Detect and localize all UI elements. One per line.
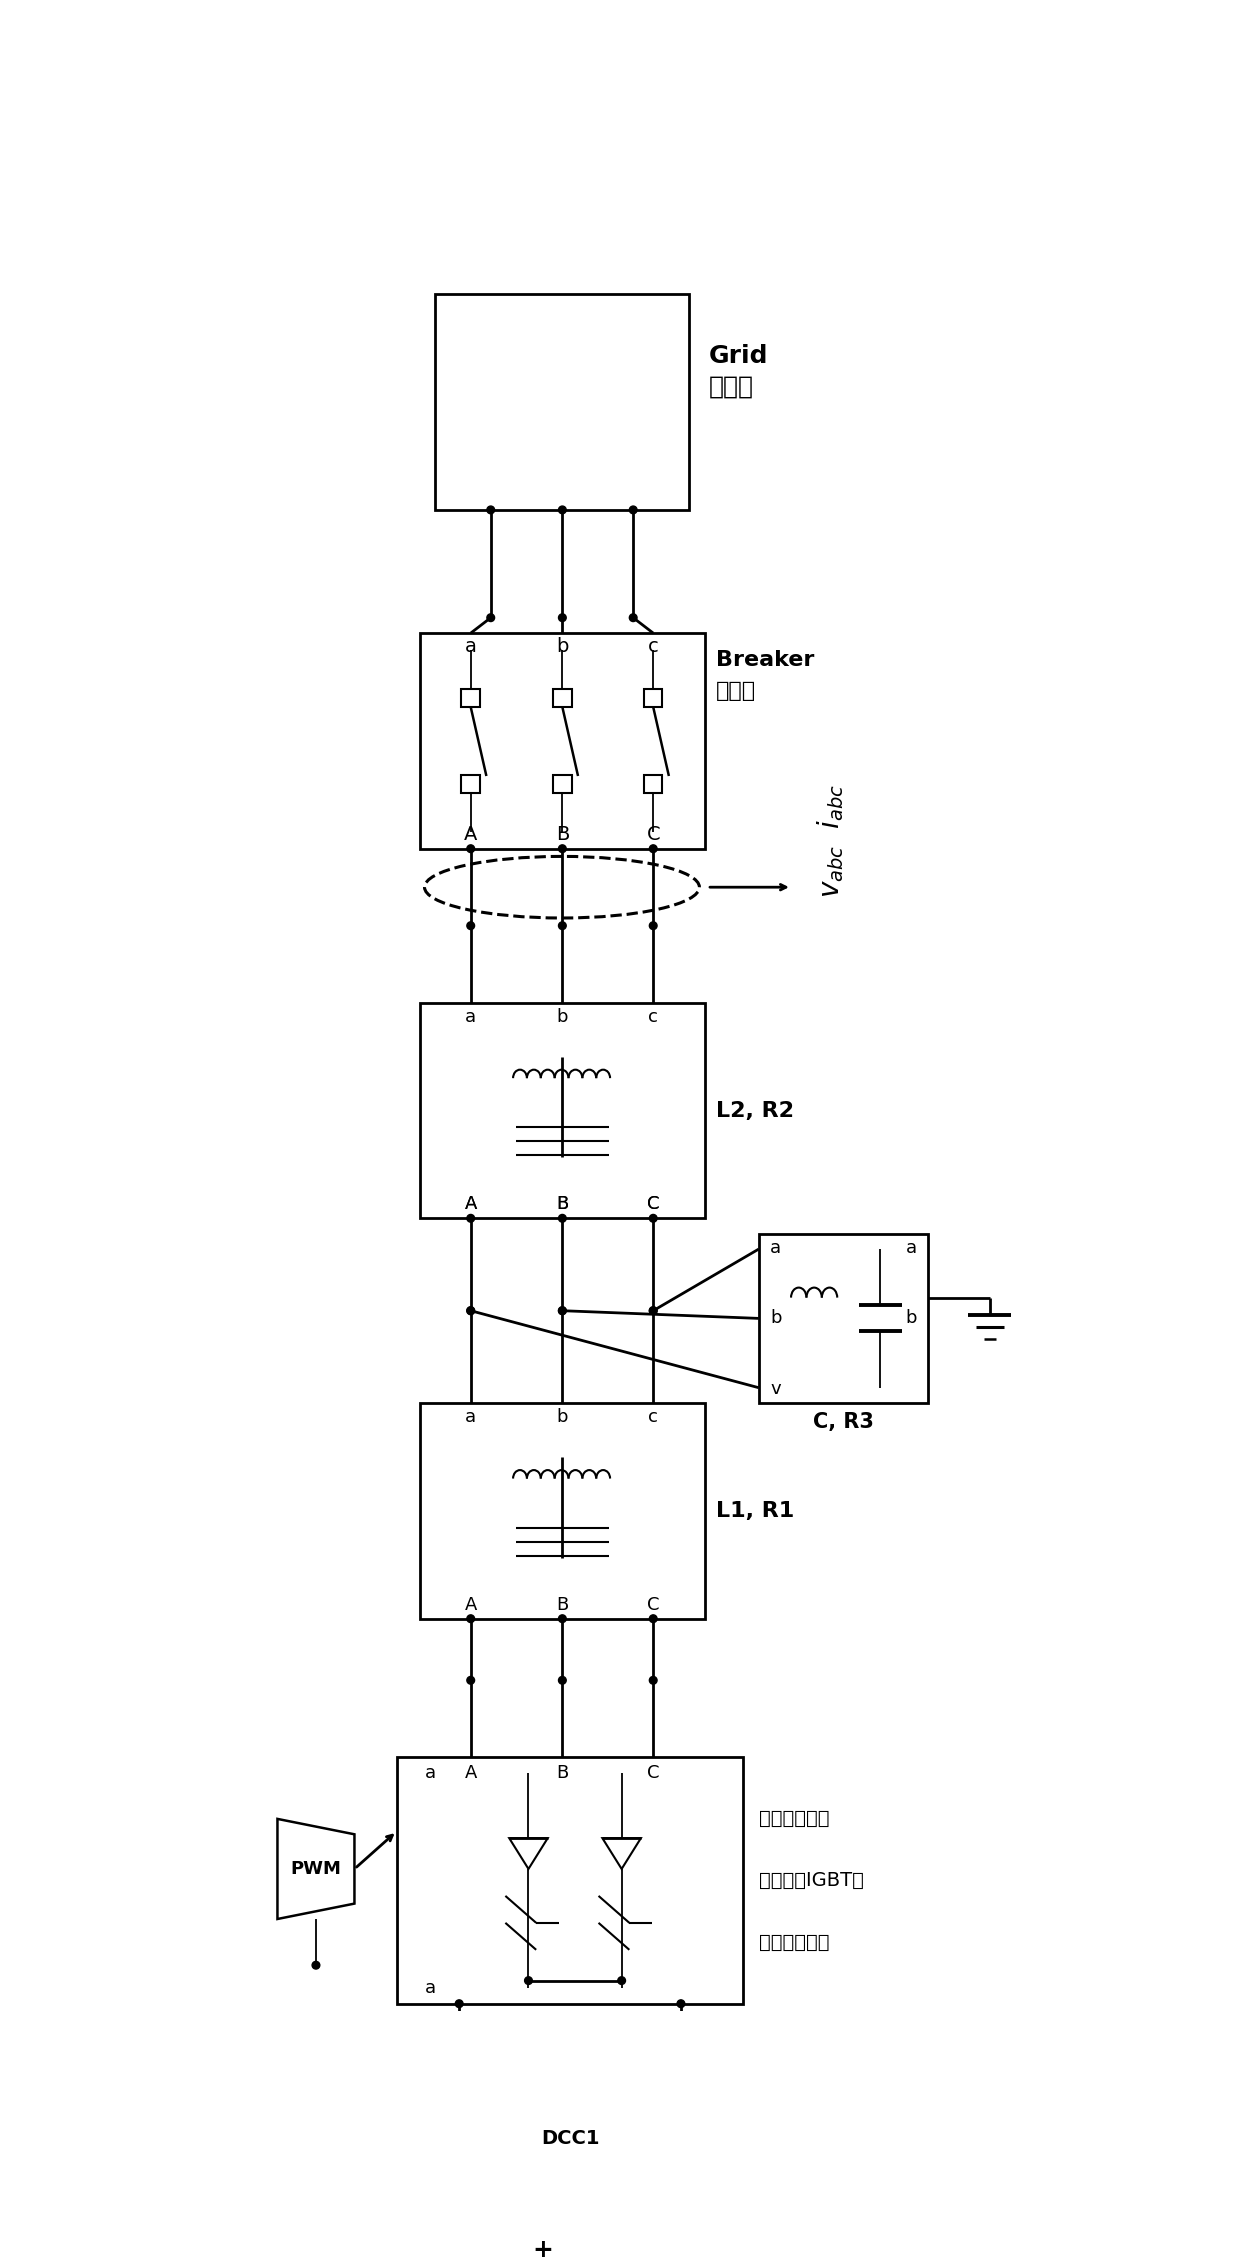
Text: A: A	[465, 1596, 477, 1614]
Text: DCC1: DCC1	[541, 2129, 599, 2147]
Circle shape	[650, 1677, 657, 1684]
Text: c: c	[649, 1408, 658, 1426]
Text: 晶体管（IGBT）: 晶体管（IGBT）	[759, 1871, 863, 1889]
Bar	[644, 689, 662, 707]
Circle shape	[677, 2061, 684, 2070]
Text: C: C	[647, 1763, 660, 1781]
Bar	[435, 294, 689, 511]
Text: A: A	[465, 1196, 477, 1214]
Circle shape	[677, 2000, 684, 2007]
Circle shape	[558, 1306, 567, 1315]
Text: A: A	[464, 825, 477, 845]
Circle shape	[650, 845, 657, 852]
Bar	[644, 775, 662, 793]
Circle shape	[558, 1677, 567, 1684]
Text: C: C	[647, 1196, 660, 1214]
Circle shape	[455, 2000, 463, 2007]
Circle shape	[650, 1214, 657, 1223]
Circle shape	[467, 1677, 475, 1684]
Bar	[420, 633, 704, 850]
Text: b: b	[557, 1408, 568, 1426]
Circle shape	[558, 506, 567, 513]
Bar	[420, 1003, 704, 1218]
Circle shape	[487, 506, 495, 513]
Text: a: a	[905, 1238, 916, 1257]
Circle shape	[455, 2192, 463, 2199]
Text: 组成的逆变器: 组成的逆变器	[759, 1932, 830, 1953]
Text: C, R3: C, R3	[813, 1412, 874, 1433]
Text: 维维梯双极型: 维维梯双极型	[759, 1810, 830, 1828]
Circle shape	[467, 1306, 475, 1315]
Bar	[461, 689, 480, 707]
Text: a: a	[770, 1238, 781, 1257]
Bar	[397, 1758, 743, 2005]
Text: a: a	[424, 1763, 435, 1781]
Text: c: c	[649, 1008, 658, 1026]
Text: a: a	[465, 637, 476, 655]
Text: a: a	[424, 1980, 435, 1998]
Text: A: A	[465, 1763, 477, 1781]
Circle shape	[467, 845, 475, 852]
Circle shape	[467, 1306, 475, 1315]
Text: a: a	[465, 1408, 476, 1426]
Text: B: B	[556, 825, 569, 845]
Circle shape	[487, 615, 495, 622]
Bar	[759, 1234, 928, 1403]
Text: A: A	[465, 1196, 477, 1214]
Circle shape	[467, 922, 475, 929]
Text: b: b	[557, 637, 568, 655]
Circle shape	[558, 615, 567, 622]
Circle shape	[618, 1978, 625, 1984]
Circle shape	[650, 1306, 657, 1315]
Text: 断路器: 断路器	[717, 680, 756, 701]
Bar	[553, 689, 572, 707]
Bar	[461, 775, 480, 793]
Bar	[553, 775, 572, 793]
Text: C: C	[646, 825, 660, 845]
Circle shape	[558, 1616, 567, 1623]
Text: C: C	[647, 1196, 660, 1214]
Circle shape	[650, 922, 657, 929]
Circle shape	[467, 1616, 475, 1623]
Text: v: v	[770, 1381, 781, 1399]
Text: b: b	[770, 1309, 781, 1327]
Circle shape	[558, 922, 567, 929]
Text: Grid: Grid	[708, 344, 768, 368]
Circle shape	[455, 2240, 463, 2246]
Circle shape	[650, 1616, 657, 1623]
Text: b: b	[905, 1309, 916, 1327]
Circle shape	[525, 1978, 532, 1984]
Circle shape	[677, 2192, 684, 2199]
Text: Breaker: Breaker	[717, 651, 815, 669]
Text: B: B	[557, 1596, 568, 1614]
Text: L2, R2: L2, R2	[717, 1101, 795, 1121]
Text: $v_{abc}$  $i_{abc}$: $v_{abc}$ $i_{abc}$	[815, 784, 846, 897]
Circle shape	[558, 845, 567, 852]
Text: B: B	[557, 1763, 568, 1781]
Text: C: C	[647, 1596, 660, 1614]
Text: +: +	[533, 2237, 553, 2260]
Circle shape	[677, 2240, 684, 2246]
Text: 大电网: 大电网	[708, 375, 754, 398]
Text: PWM: PWM	[290, 1860, 341, 1878]
Text: b: b	[557, 1008, 568, 1026]
Text: L1, R1: L1, R1	[717, 1501, 795, 1521]
Text: B: B	[557, 1196, 568, 1214]
Text: B: B	[557, 1196, 568, 1214]
Circle shape	[630, 506, 637, 513]
Circle shape	[558, 1306, 567, 1315]
Circle shape	[455, 2061, 463, 2070]
Circle shape	[312, 1962, 320, 1968]
Circle shape	[630, 615, 637, 622]
Circle shape	[650, 1306, 657, 1315]
Circle shape	[467, 1214, 475, 1223]
Text: c: c	[647, 637, 658, 655]
Circle shape	[558, 1214, 567, 1223]
Text: a: a	[465, 1008, 476, 1026]
Bar	[420, 1403, 704, 1618]
